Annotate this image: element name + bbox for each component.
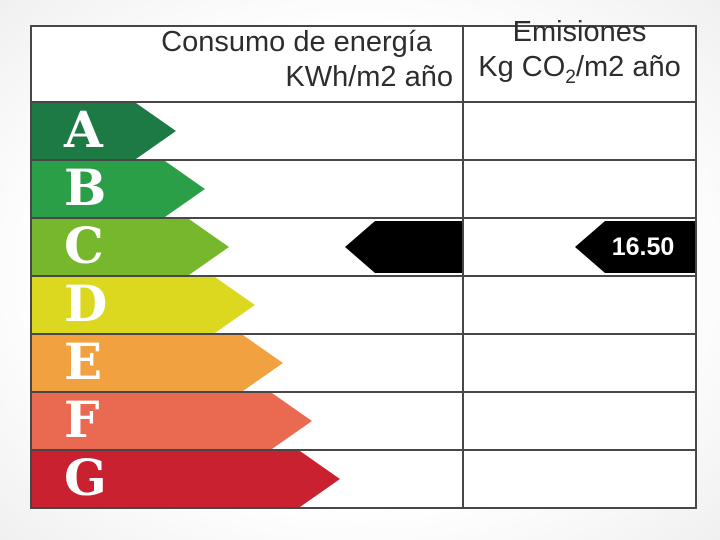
consumption-cell: B bbox=[32, 161, 464, 217]
consumption-cell: A bbox=[32, 103, 464, 159]
emissions-cell: 16.50 bbox=[464, 219, 695, 275]
table-header: Consumo de energía KWh/m2 año Emisiones … bbox=[32, 16, 695, 101]
rating-arrow bbox=[32, 219, 229, 275]
rating-row: B bbox=[32, 159, 695, 217]
consumption-header-line1: Consumo de energía bbox=[161, 26, 432, 58]
rating-arrow bbox=[32, 451, 340, 507]
rating-row: F bbox=[32, 391, 695, 449]
emissions-cell bbox=[464, 335, 695, 391]
rating-letter: D bbox=[64, 274, 108, 333]
consumption-header-line2: KWh/m2 año bbox=[285, 61, 453, 93]
consumption-cell: F bbox=[32, 393, 464, 449]
rating-row: G bbox=[32, 449, 695, 507]
rating-row: E bbox=[32, 333, 695, 391]
emissions-marker-arrow: 16.50 bbox=[575, 221, 695, 273]
emissions-header-line2: Kg CO2/m2 año bbox=[478, 51, 681, 88]
consumption-cell: E bbox=[32, 335, 464, 391]
rating-arrow bbox=[32, 277, 255, 333]
rating-arrow bbox=[32, 103, 176, 159]
consumption-marker-arrow bbox=[345, 221, 462, 273]
rating-row: A bbox=[32, 101, 695, 159]
emissions-cell bbox=[464, 277, 695, 333]
emissions-cell bbox=[464, 161, 695, 217]
rating-arrow bbox=[32, 161, 205, 217]
rating-letter: F bbox=[64, 390, 100, 449]
rating-row: D bbox=[32, 275, 695, 333]
rating-letter: E bbox=[64, 332, 103, 391]
header-consumption-column: Consumo de energía KWh/m2 año bbox=[32, 26, 464, 101]
rating-arrow bbox=[32, 335, 283, 391]
rating-letter: B bbox=[64, 158, 107, 217]
emissions-value: 16.50 bbox=[611, 232, 675, 261]
emissions-cell bbox=[464, 393, 695, 449]
rating-letter: G bbox=[64, 448, 107, 507]
rating-letter: A bbox=[64, 100, 103, 159]
emissions-cell bbox=[464, 451, 695, 507]
energy-rating-table: Consumo de energía KWh/m2 año Emisiones … bbox=[30, 16, 697, 509]
rating-rows: A B bbox=[32, 101, 695, 507]
consumption-cell: G bbox=[32, 451, 464, 507]
emissions-header-line1: Emisiones bbox=[512, 16, 647, 49]
consumption-cell: D bbox=[32, 277, 464, 333]
header-emissions-column: Emisiones Kg CO2/m2 año bbox=[464, 16, 695, 101]
rating-arrow bbox=[32, 393, 312, 449]
rating-row: C 16.50 bbox=[32, 217, 695, 275]
consumption-cell: C bbox=[32, 219, 464, 275]
emissions-cell bbox=[464, 103, 695, 159]
rating-letter: C bbox=[64, 216, 104, 275]
